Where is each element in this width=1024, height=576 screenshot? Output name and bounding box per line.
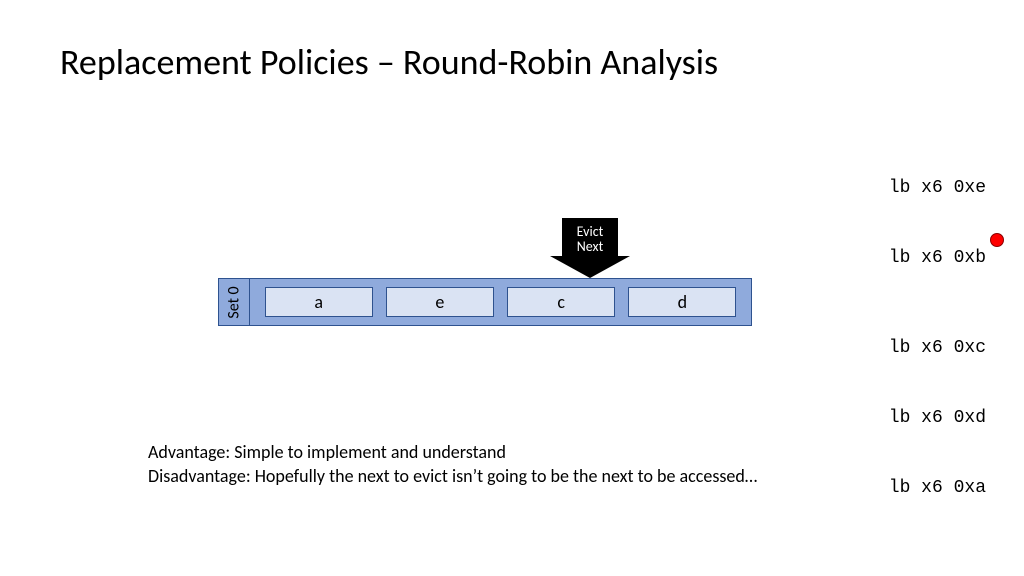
cache-cell-3: d	[628, 287, 736, 317]
instr-row-4: lb x6 0xa	[846, 458, 986, 518]
instr-row-0: lb x6 0xe	[846, 158, 986, 218]
cache-set: Set 0 a e c d	[218, 278, 752, 326]
advantage-text: Advantage: Simple to implement and under…	[148, 440, 757, 464]
page-title: Replacement Policies – Round-Robin Analy…	[60, 40, 718, 84]
instr-row-1: lb x6 0xb	[846, 228, 986, 308]
cache-cell-1: e	[386, 287, 494, 317]
instr-row-3: lb x6 0xd	[846, 388, 986, 448]
set-body: a e c d	[250, 278, 752, 326]
notes: Advantage: Simple to implement and under…	[148, 440, 757, 489]
instr-text: lb x6 0xc	[889, 338, 986, 358]
cache-cell-2: c	[507, 287, 615, 317]
current-marker-icon	[990, 233, 1004, 247]
instr-text: lb x6 0xa	[889, 478, 986, 498]
instr-text: lb x6 0xd	[889, 408, 986, 428]
instr-text: lb x6 0xe	[889, 178, 986, 198]
set-label: Set 0	[225, 286, 244, 318]
set-label-box: Set 0	[218, 278, 250, 326]
cache-cell-0: a	[265, 287, 373, 317]
evict-next-arrow: Evict Next	[550, 218, 630, 278]
instr-text: lb x6 0xb	[889, 248, 986, 268]
evict-line2: Next	[577, 238, 604, 255]
disadvantage-text: Disadvantage: Hopefully the next to evic…	[148, 464, 757, 488]
instruction-list: lb x6 0xe lb x6 0xb lb x6 0xc lb x6 0xd …	[846, 158, 986, 528]
evict-next-label: Evict Next	[550, 224, 630, 255]
instr-row-2: lb x6 0xc	[846, 318, 986, 378]
